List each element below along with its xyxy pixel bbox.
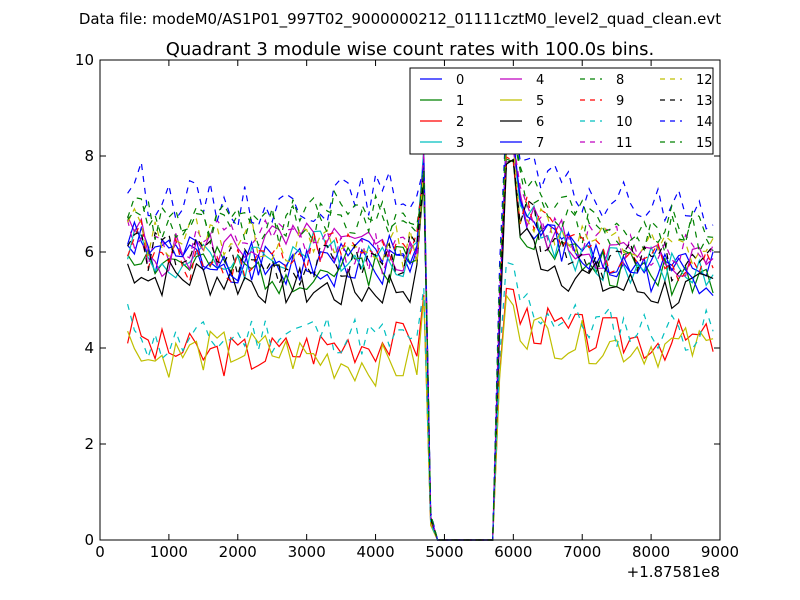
x-tick-label: 5000 <box>425 543 463 561</box>
legend-label-13: 13 <box>696 94 713 109</box>
series-line-12 <box>127 143 714 541</box>
x-tick-label: 9000 <box>701 543 739 561</box>
y-tick-label: 8 <box>84 147 94 165</box>
legend-label-2: 2 <box>456 115 464 130</box>
x-tick-label: 7000 <box>563 543 601 561</box>
x-tick-label: 1000 <box>150 543 188 561</box>
series-line-10 <box>127 261 714 541</box>
series-layer <box>127 109 714 541</box>
legend-label-5: 5 <box>536 94 544 109</box>
legend-label-14: 14 <box>696 115 713 130</box>
chart-title: Quadrant 3 module wise count rates with … <box>166 39 655 60</box>
x-axis-offset-label: +1.87581e8 <box>627 563 720 581</box>
x-tick-label: 8000 <box>632 543 670 561</box>
legend-label-4: 4 <box>536 73 544 88</box>
y-tick-label: 10 <box>75 51 94 69</box>
x-tick-label: 6000 <box>494 543 532 561</box>
legend-label-15: 15 <box>696 136 713 151</box>
series-line-5 <box>127 293 714 541</box>
legend-label-8: 8 <box>616 73 624 88</box>
chart-suptitle: Data file: modeM0/AS1P01_997T02_90000002… <box>79 10 721 29</box>
legend-label-10: 10 <box>616 115 633 130</box>
series-line-13 <box>127 159 714 541</box>
x-tick-label: 0 <box>95 543 105 561</box>
y-tick-label: 0 <box>84 531 94 549</box>
y-tick-label: 2 <box>84 435 94 453</box>
y-tick-label: 4 <box>84 339 94 357</box>
legend-label-1: 1 <box>456 94 464 109</box>
series-line-14 <box>127 109 714 541</box>
x-axis: 0 1000 2000 3000 4000 5000 6000 7000 8000 9000 <box>95 60 739 561</box>
legend-label-6: 6 <box>536 115 544 130</box>
x-tick-label: 3000 <box>288 543 326 561</box>
legend-label-7: 7 <box>536 136 544 151</box>
x-tick-label: 2000 <box>219 543 257 561</box>
legend-label-0: 0 <box>456 73 464 88</box>
series-line-2 <box>127 287 714 541</box>
legend-label-12: 12 <box>696 73 713 88</box>
legend-frame <box>409 67 714 155</box>
legend-label-3: 3 <box>456 136 464 151</box>
plot-area-frame <box>99 59 721 541</box>
x-tick-label: 4000 <box>356 543 394 561</box>
legend-label-9: 9 <box>616 94 624 109</box>
y-tick-label: 6 <box>84 243 94 261</box>
series-line-15 <box>127 121 714 541</box>
legend-label-11: 11 <box>616 136 633 151</box>
